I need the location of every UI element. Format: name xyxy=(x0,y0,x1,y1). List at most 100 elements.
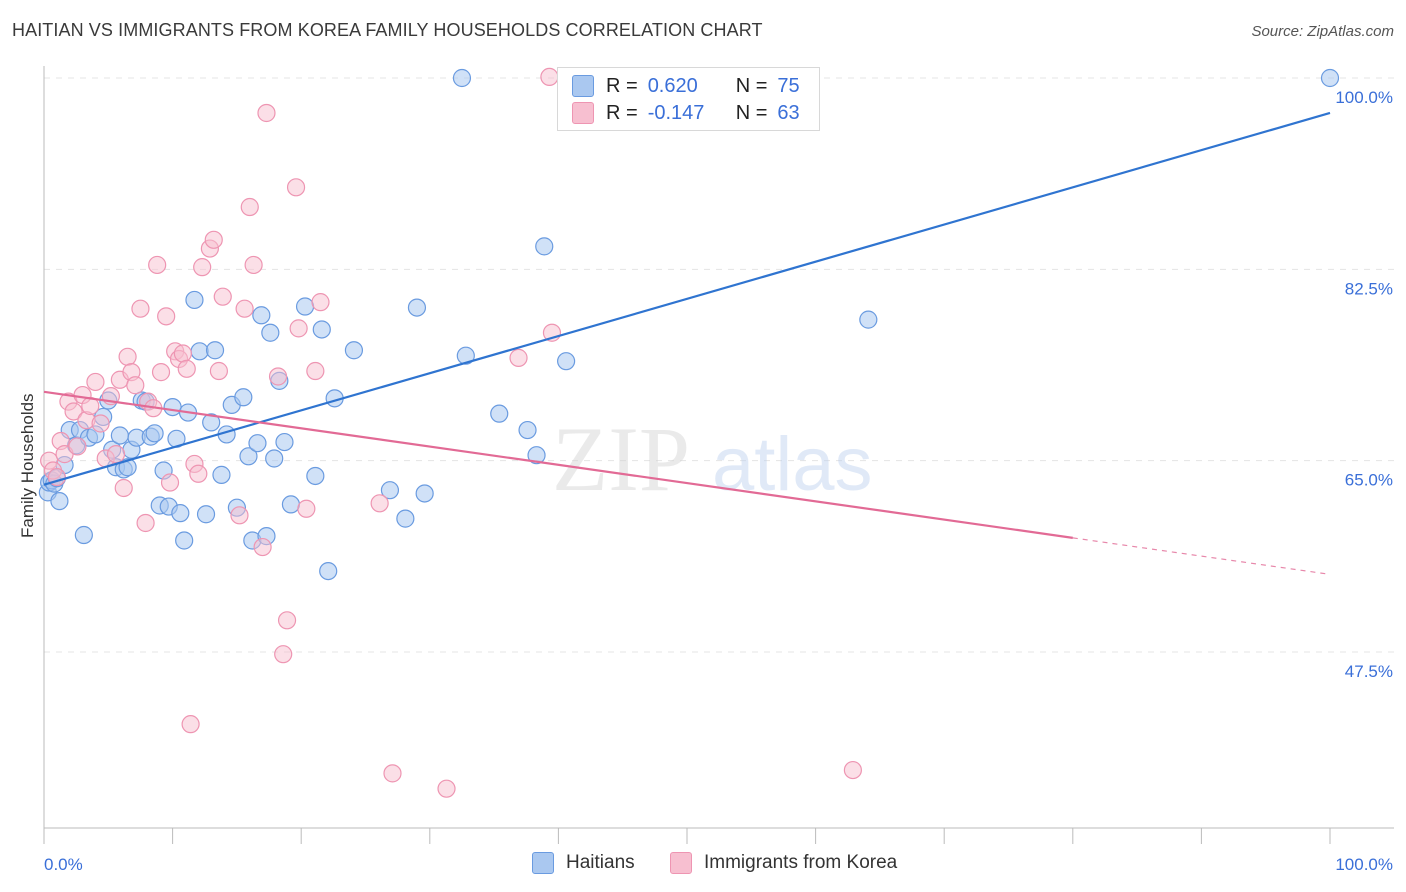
haitians-point xyxy=(163,397,182,417)
haitians-point xyxy=(396,509,415,528)
korea-point xyxy=(843,760,862,780)
haitians-point xyxy=(456,346,475,365)
legend-swatch-korea xyxy=(670,852,692,874)
korea-point xyxy=(244,255,263,275)
legend-label-haitians: Haitians xyxy=(566,852,635,873)
legend-item-haitians: Haitians xyxy=(532,852,635,874)
haitians-point xyxy=(205,341,225,360)
haitians-point xyxy=(239,447,258,466)
haitians-point xyxy=(415,484,434,503)
korea-point xyxy=(204,230,223,249)
korea-point xyxy=(286,178,306,197)
korea-trend-extension xyxy=(1072,537,1331,575)
korea-point xyxy=(253,537,272,557)
haitians-point xyxy=(1320,68,1340,88)
korea-point xyxy=(181,715,200,734)
korea-point xyxy=(136,513,155,533)
haitians-point xyxy=(252,306,271,325)
watermark-zip: ZIP xyxy=(552,408,690,510)
korea-point xyxy=(148,255,167,275)
haitians-point xyxy=(212,465,231,484)
korea-point xyxy=(311,293,330,312)
chart-source: Source: ZipAtlas.com xyxy=(1251,23,1394,40)
korea-point xyxy=(230,506,249,525)
haitians-point xyxy=(234,388,253,407)
korea-point xyxy=(289,319,308,338)
korea-point xyxy=(370,494,389,513)
korea-point xyxy=(240,197,259,217)
korea-point xyxy=(68,437,87,456)
korea-point xyxy=(213,287,232,306)
haitians-point xyxy=(202,413,221,432)
y-tick-label: 47.5% xyxy=(1345,662,1393,681)
y-axis-label: Family Households xyxy=(18,393,37,538)
haitians-point xyxy=(50,492,69,511)
chart-title: HAITIAN VS IMMIGRANTS FROM KOREA FAMILY … xyxy=(12,20,763,40)
legend-item-korea: Immigrants from Korea xyxy=(670,852,897,874)
legend-r-value-korea: -0.147 xyxy=(647,101,705,124)
watermark-atlas: atlas xyxy=(712,422,873,507)
korea-point xyxy=(64,402,83,421)
korea-point xyxy=(235,299,254,318)
grid-lines xyxy=(44,77,1394,653)
haitians-point xyxy=(535,237,554,256)
y-tick-label: 82.5% xyxy=(1345,279,1393,298)
haitians-point xyxy=(312,320,331,339)
tick-labels: 47.5% 65.0% 82.5% 100.0% 0.0% 100.0% xyxy=(44,88,1393,874)
korea-point xyxy=(177,359,196,378)
korea-point xyxy=(114,478,133,498)
haitians-point xyxy=(306,466,325,486)
legend-label-korea: Immigrants from Korea xyxy=(704,852,898,873)
haitians-point xyxy=(248,434,267,453)
korea-point xyxy=(86,372,105,392)
legend-r-value-haitians: 0.620 xyxy=(647,74,698,97)
korea-point xyxy=(277,611,297,630)
x-tick-label: 0.0% xyxy=(44,855,83,874)
haitians-point xyxy=(344,341,364,360)
haitians-point xyxy=(557,352,576,371)
korea-point xyxy=(257,103,276,123)
korea-point xyxy=(131,299,150,318)
haitians-point xyxy=(452,68,472,88)
watermark: ZIP atlas xyxy=(552,408,873,510)
haitians-point xyxy=(275,432,294,452)
korea-point xyxy=(297,499,316,518)
korea-point xyxy=(126,376,145,395)
haitians-point xyxy=(171,504,190,523)
korea-point xyxy=(437,779,456,798)
haitians-point xyxy=(859,310,878,329)
korea-point xyxy=(160,473,180,492)
haitians-point xyxy=(145,424,164,443)
korea-points xyxy=(40,67,862,798)
legend-n-label: N = xyxy=(735,101,768,124)
haitians-point xyxy=(261,323,280,342)
correlation-legend: R = 0.620 N = 75 R = -0.147 N = 63 xyxy=(557,67,820,131)
legend-swatch-haitians xyxy=(532,852,554,874)
haitians-point xyxy=(518,420,537,440)
legend-row-korea: R = -0.147 N = 63 xyxy=(572,101,800,125)
haitians-point xyxy=(319,561,338,581)
legend-n-value-korea: 63 xyxy=(777,101,800,124)
korea-point xyxy=(106,445,126,464)
haitians-point xyxy=(185,290,204,310)
korea-point xyxy=(209,361,228,381)
x-tick-label: 100.0% xyxy=(1335,855,1393,874)
y-tick-label: 65.0% xyxy=(1345,471,1393,490)
legend-swatch-haitians xyxy=(572,75,594,97)
haitians-point xyxy=(265,449,284,468)
legend-n-value-haitians: 75 xyxy=(777,74,800,97)
korea-point xyxy=(91,414,110,433)
haitians-point xyxy=(295,297,315,316)
haitians-point xyxy=(190,342,209,361)
korea-point xyxy=(157,307,176,326)
korea-point xyxy=(268,367,288,386)
korea-point xyxy=(173,344,192,363)
korea-point xyxy=(306,361,325,381)
haitians-point xyxy=(380,481,400,500)
legend-r-label: R = xyxy=(606,101,638,124)
legend-r-label: R = xyxy=(606,74,638,97)
legend-n-label: N = xyxy=(735,74,768,97)
series-legend: Haitians Immigrants from Korea xyxy=(0,852,1406,878)
y-tick-label: 100.0% xyxy=(1335,88,1393,107)
